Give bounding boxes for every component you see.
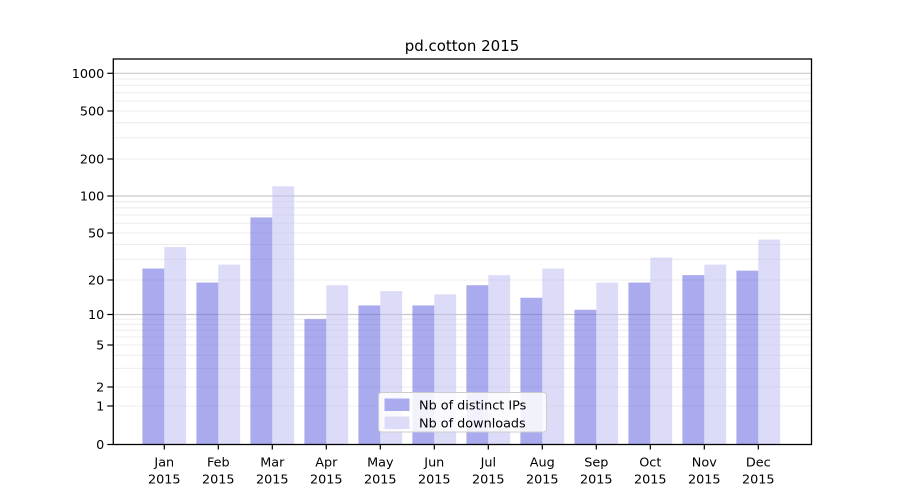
bar-ips-oct: [628, 282, 651, 445]
bar-ips-mar: [250, 217, 273, 445]
bar-downloads-oct: [650, 257, 673, 445]
bar-ips-jan: [142, 268, 165, 445]
legend-swatch-distinct-ips-icon: [384, 398, 410, 411]
bar-downloads-nov: [704, 264, 727, 445]
legend-label-downloads: Nb of downloads: [419, 417, 526, 432]
axes: [107, 58, 813, 450]
y-tick-label: 50: [88, 227, 104, 242]
bar-ips-apr: [304, 319, 327, 445]
x-tick-label-nov: Nov 2015: [688, 456, 721, 488]
x-tick-label-dec: Dec 2015: [742, 456, 775, 488]
y-tick-label: 1: [96, 400, 104, 415]
bar-downloads-jan: [164, 247, 187, 445]
chart-title: pd.cotton 2015: [405, 37, 520, 55]
x-tick-label-sep: Sep 2015: [580, 456, 613, 488]
x-tick-label-may: May 2015: [364, 456, 397, 488]
x-tick-label-apr: Apr 2015: [310, 456, 343, 488]
bar-downloads-apr: [326, 285, 349, 445]
y-tick-label: 2: [96, 381, 104, 396]
x-tick-label-jul: Jul 2015: [472, 456, 505, 488]
legend-label-distinct-ips: Nb of distinct IPs: [419, 399, 527, 414]
y-tick-label: 200: [80, 153, 104, 168]
y-tick-label: 20: [88, 274, 104, 289]
bar-ips-feb: [196, 282, 219, 445]
y-tick-label: 500: [80, 105, 104, 120]
y-tick-label: 5: [96, 339, 104, 354]
legend-box: [378, 392, 547, 433]
bar-ips-may: [358, 305, 381, 445]
bar-downloads-sep: [596, 282, 619, 445]
x-tick-label-oct: Oct 2015: [634, 456, 667, 488]
y-tick-label: 1000: [72, 67, 105, 82]
y-tick-label: 100: [80, 190, 104, 205]
bar-ips-nov: [682, 275, 705, 445]
bar-ips-sep: [574, 309, 597, 445]
x-tick-label-jun: Jun 2015: [418, 456, 451, 488]
x-tick-label-aug: Aug 2015: [526, 456, 559, 488]
x-tick-label-jan: Jan 2015: [148, 456, 181, 488]
x-tick-label-feb: Feb 2015: [202, 456, 235, 488]
bar-downloads-aug: [542, 268, 565, 445]
x-tick-label-mar: Mar 2015: [256, 456, 289, 488]
bar-ips-dec: [736, 270, 759, 445]
bar-downloads-feb: [218, 264, 241, 445]
bar-downloads-mar: [272, 186, 295, 445]
y-tick-label: 10: [88, 308, 104, 323]
y-tick-label: 0: [96, 438, 104, 453]
axis-labels: 0 1 2 5 10 20 50 100 200 500 1000 Jan 2015 Feb 2015 Mar…: [72, 67, 775, 488]
legend: Nb of distinct IPs Nb of downloads: [378, 392, 547, 433]
bar-downloads-dec: [758, 239, 781, 445]
legend-swatch-downloads-icon: [384, 416, 410, 429]
